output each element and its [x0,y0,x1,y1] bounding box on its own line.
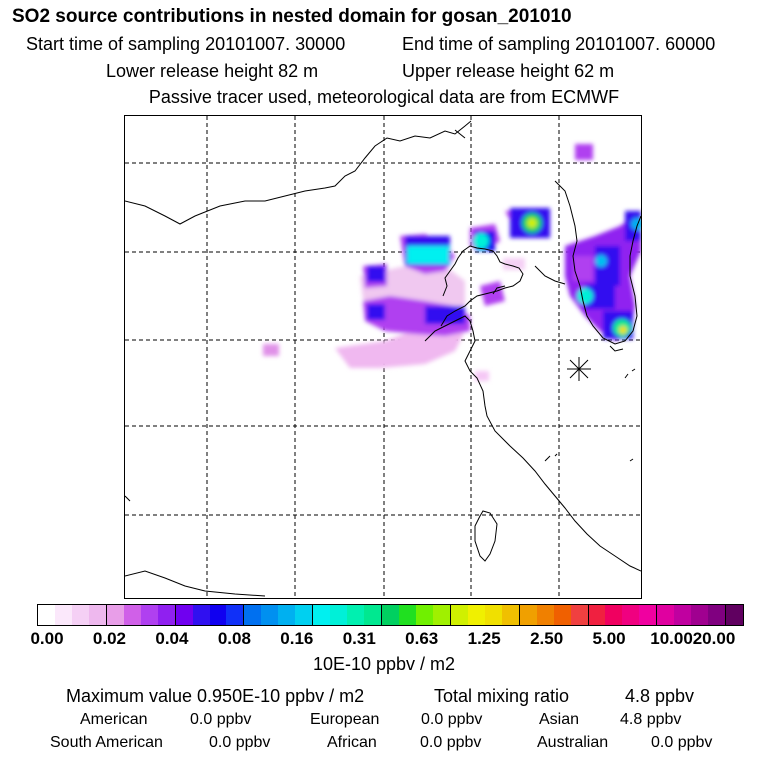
colorbar-swatch [449,605,468,625]
colorbar-tick-label: 2.50 [530,629,564,648]
colorbar-swatch [261,605,279,625]
max-value-label: Maximum value 0.950E-10 ppbv / m2 [66,686,365,706]
colorbar-swatch [501,605,519,625]
colorbar-swatch [467,605,485,625]
colorbar-swatch [140,605,158,625]
colorbar-tick-label: 0.00 [30,629,64,648]
colorbar-swatch [725,605,744,625]
colorbar-swatch [364,605,382,625]
region-value-australian: 0.0 ppbv [651,734,713,751]
region-value-european: 0.0 ppbv [421,711,483,728]
colorbar-swatch [518,605,537,625]
colorbar-swatch [587,605,606,625]
colorbar-tick-label: 0.63 [405,629,439,648]
region-value-american: 0.0 ppbv [190,711,252,728]
colorbar-swatch [570,605,588,625]
region-value-african: 0.0 ppbv [420,734,482,751]
colorbar-swatch [432,605,450,625]
graticule [125,116,641,598]
colorbar-swatch [71,605,89,625]
colorbar-swatch [278,605,296,625]
chart-title: SO2 source contributions in nested domai… [12,6,572,27]
colorbar-swatch [381,605,400,625]
colorbar-swatch [312,605,331,625]
region-name-american: American [80,711,148,728]
colorbar-tick-label: 0.16 [280,629,314,648]
colorbar-swatch [605,605,623,625]
colorbar-swatch [54,605,72,625]
colorbar-swatch [553,605,571,625]
receptor-marker [567,357,591,381]
colorbar-tick-label: 5.00 [592,629,626,648]
colorbar-swatch [192,605,210,625]
map-svg [124,116,643,598]
colorbar-swatch [674,605,692,625]
colorbar-tick-label: 0.08 [217,629,251,648]
colorbar-swatch [226,605,244,625]
colorbar [37,604,744,626]
region-name-south-american: South American [50,734,163,751]
colorbar-tick-label: 20.00 [692,629,736,648]
colorbar-swatch [639,605,657,625]
coastlines [124,120,642,597]
colorbar-swatch [484,605,502,625]
colorbar-unit: 10E-10 ppbv / m2 [312,654,456,674]
start-time-label: Start time of sampling 20101007. 30000 [26,34,346,54]
colorbar-swatch [105,605,124,625]
colorbar-swatch [415,605,433,625]
concentration-plume [263,144,643,381]
colorbar-swatch [656,605,675,625]
colorbar-swatch [243,605,262,625]
colorbar-swatch [691,605,709,625]
colorbar-swatch [157,605,175,625]
colorbar-swatch [399,605,416,625]
lower-height-label: Lower release height 82 m [106,61,319,81]
region-name-african: African [327,734,377,751]
total-mixing-value: 4.8 ppbv [625,686,695,706]
colorbar-swatch [536,605,554,625]
colorbar-tick-label: 0.02 [92,629,126,648]
colorbar-swatch [123,605,141,625]
colorbar-swatch [295,605,313,625]
colorbar-swatch [38,605,55,625]
region-value-asian: 4.8 ppbv [620,711,682,728]
colorbar-swatch [209,605,227,625]
tracer-note: Passive tracer used, meteorological data… [148,87,620,107]
colorbar-swatch [347,605,365,625]
upper-height-label: Upper release height 62 m [402,61,615,81]
colorbar-tick-label: 10.00 [650,629,693,648]
colorbar-swatch [88,605,106,625]
region-name-european: European [310,711,380,728]
total-mixing-label: Total mixing ratio [434,686,570,706]
colorbar-swatch [330,605,348,625]
colorbar-swatch [622,605,640,625]
end-time-label: End time of sampling 20101007. 60000 [402,34,716,54]
region-name-australian: Australian [537,734,609,751]
region-value-south-american: 0.0 ppbv [209,734,271,751]
map-panel [124,115,643,599]
colorbar-tick-label: 1.25 [467,629,501,648]
colorbar-tick-label: 0.04 [155,629,189,648]
colorbar-swatch [174,605,193,625]
colorbar-tick-label: 0.31 [342,629,376,648]
region-name-asian: Asian [539,711,580,728]
colorbar-swatch [708,605,726,625]
